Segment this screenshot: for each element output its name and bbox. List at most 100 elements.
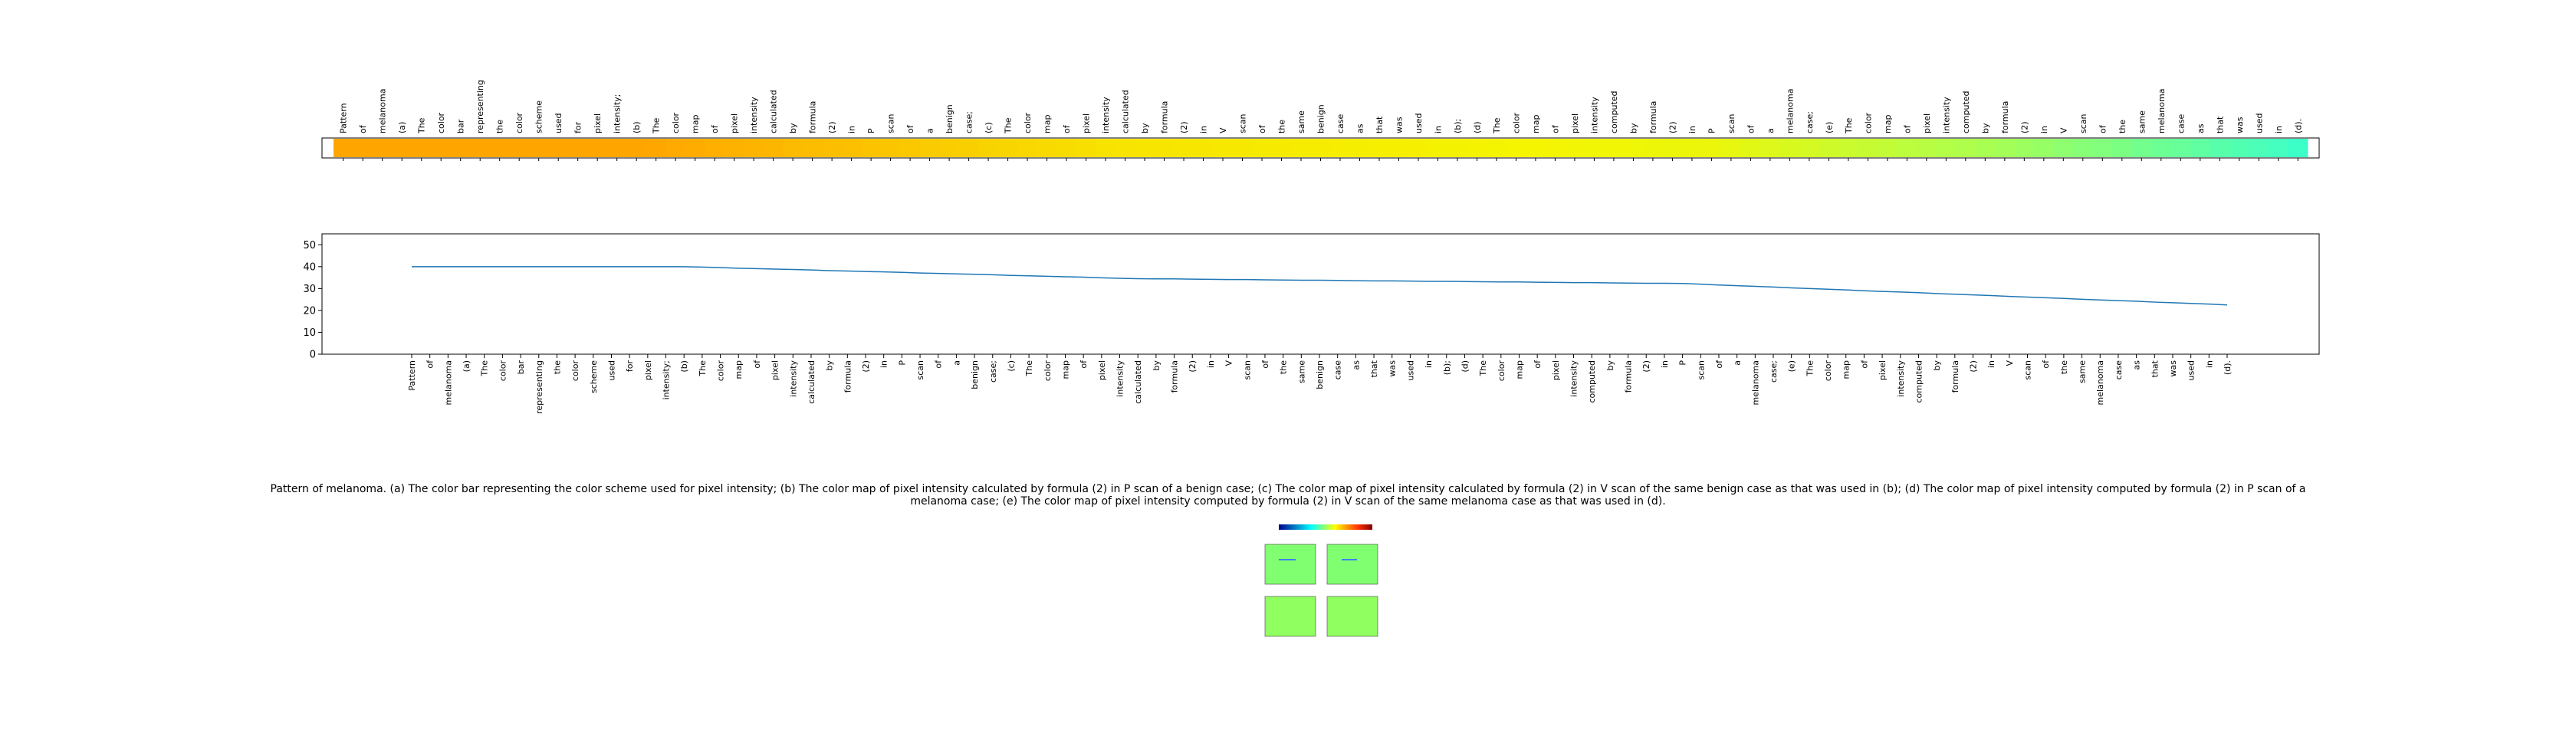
strip-token-label: case; xyxy=(1805,111,1815,133)
strip-cell xyxy=(1193,139,1214,157)
strip-token-label: pixel xyxy=(1082,113,1092,133)
strip-cell xyxy=(528,139,549,157)
strip-token-label: color xyxy=(1023,112,1033,133)
strip-cell xyxy=(1271,139,1292,157)
x-tick-label: melanoma xyxy=(2095,360,2105,405)
strip-cell xyxy=(1623,139,1644,157)
strip-cell xyxy=(1349,139,1370,157)
x-tick-label: intensity xyxy=(1569,360,1579,397)
x-tick-label: pixel xyxy=(1551,360,1561,380)
x-tick-label: was xyxy=(1388,360,1398,377)
strip-token-label: case xyxy=(2176,113,2186,133)
strip-cell xyxy=(1174,139,1194,157)
strip-cell xyxy=(978,139,999,157)
x-tick-label: color xyxy=(1823,360,1833,382)
thumb-panel xyxy=(1264,544,1316,585)
strip-token-label: The xyxy=(652,117,662,134)
strip-token-label: of xyxy=(2098,124,2108,133)
strip-cell xyxy=(724,139,744,157)
strip-token-label: for xyxy=(573,121,583,133)
x-tick-label: was xyxy=(2168,360,2178,377)
x-tick-label: scheme xyxy=(589,360,599,393)
x-tick-label: in xyxy=(2204,360,2214,368)
strip-cell xyxy=(2269,139,2289,157)
strip-cell xyxy=(548,139,569,157)
strip-cell xyxy=(685,139,705,157)
strip-cell xyxy=(2092,139,2113,157)
strip-token-label: calculated xyxy=(1121,90,1131,133)
x-tick-label: (e) xyxy=(1787,360,1797,372)
strip-token-label: that xyxy=(1375,116,1385,133)
strip-token-label: The xyxy=(417,117,427,134)
strip-cell xyxy=(1232,139,1253,157)
strip-token-label: map xyxy=(1531,115,1541,133)
x-tick-label: P xyxy=(897,360,907,366)
strip-cell xyxy=(1056,139,1077,157)
strip-token-label: representing xyxy=(475,80,485,133)
strip-token-label: benign xyxy=(1316,104,1326,133)
x-tick-label: formula xyxy=(1624,360,1634,393)
strip-cell xyxy=(1310,139,1331,157)
strip-cell xyxy=(1447,139,1468,157)
strip-cell xyxy=(1545,139,1566,157)
strip-token-label: the xyxy=(1277,120,1287,133)
strip-cell xyxy=(861,139,882,157)
strip-cell xyxy=(1037,139,1057,157)
x-tick-label: of xyxy=(1260,360,1270,369)
strip-token-label: by xyxy=(1980,123,1990,133)
x-tick-label: of xyxy=(2041,360,2051,369)
x-tick-label: The xyxy=(1024,360,1034,377)
strip-token-label: case; xyxy=(964,111,974,133)
strip-token-label: in xyxy=(1433,126,1443,133)
x-tick-label: scan xyxy=(1696,360,1706,380)
strip-token-label: that xyxy=(2215,116,2225,133)
x-tick-label: in xyxy=(879,360,889,368)
strip-cell xyxy=(470,139,491,157)
x-tick-label: by xyxy=(1152,360,1162,371)
x-tick-label: P xyxy=(1678,360,1688,366)
strip-cell xyxy=(1388,139,1409,157)
x-tick-label: of xyxy=(752,360,762,369)
strip-token-label: map xyxy=(691,115,701,133)
x-tick-label: Pattern xyxy=(407,360,417,391)
strip-cell xyxy=(2229,139,2250,157)
strip-token-label: of xyxy=(710,124,720,133)
x-tick-label: (d). xyxy=(2223,360,2233,375)
strip-cell xyxy=(1526,139,1546,157)
strip-cell xyxy=(450,139,471,157)
strip-token-label: scan xyxy=(886,113,896,133)
strip-token-label: by xyxy=(1628,123,1638,133)
strip-token-label: the xyxy=(2118,120,2128,133)
strip-cell xyxy=(2190,139,2211,157)
x-tick-label: color xyxy=(1043,360,1053,382)
x-tick-label: (b) xyxy=(679,360,689,373)
strip-token-label: The xyxy=(1492,117,1502,134)
strip-token-label: (c) xyxy=(984,122,994,133)
strip-cell xyxy=(372,139,393,157)
x-tick-label: a xyxy=(951,360,961,366)
x-tick-label: intensity xyxy=(1116,360,1125,397)
strip-cell xyxy=(1779,139,1800,157)
strip-token-label: color xyxy=(1511,112,1521,133)
strip-cell xyxy=(1799,139,1820,157)
strip-token-label: (d). xyxy=(2293,119,2303,133)
strip-token-label: V xyxy=(1218,127,1228,133)
strip-token-label: intensity xyxy=(1101,97,1111,133)
strip-cell xyxy=(353,139,373,157)
strip-cell xyxy=(1995,139,2016,157)
strip-cell xyxy=(1506,139,1526,157)
strip-cell xyxy=(1760,139,1781,157)
x-tick-label: pixel xyxy=(1878,360,1888,380)
strip-cell xyxy=(1721,139,1742,157)
strip-token-label: map xyxy=(1043,115,1053,133)
strip-cell xyxy=(1369,139,1390,157)
strip-cell xyxy=(1740,139,1761,157)
strip-token-label: of xyxy=(1550,124,1560,133)
strip-cell xyxy=(606,139,627,157)
x-tick-label: in xyxy=(1660,360,1670,368)
strip-cell xyxy=(841,139,862,157)
strip-token-label: used xyxy=(2254,113,2264,133)
strip-cell xyxy=(763,139,784,157)
x-tick-label: by xyxy=(1932,360,1942,371)
x-tick-label: (2) xyxy=(1968,360,1978,373)
